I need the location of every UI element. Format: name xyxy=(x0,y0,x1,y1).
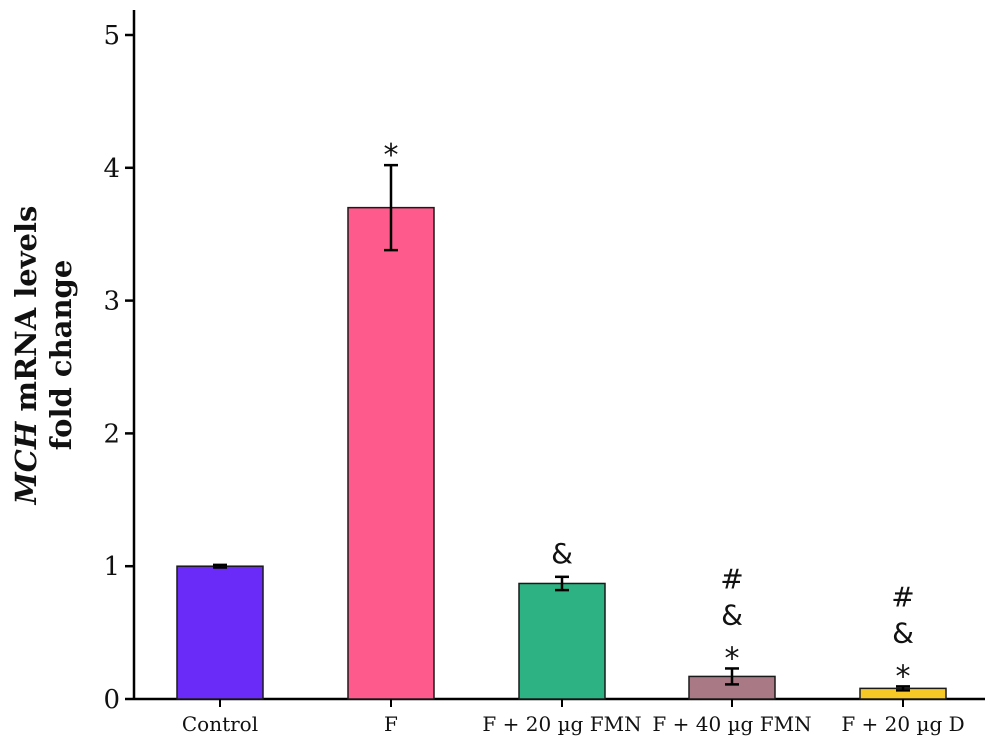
y-tick-label-0: 0 xyxy=(103,685,120,715)
annotation-2-0: & xyxy=(551,537,573,570)
annotation-3-1: & xyxy=(721,598,743,631)
x-tick-label-1: F xyxy=(384,712,398,736)
y-axis-label: MCH mRNA levels fold change xyxy=(9,206,79,505)
x-tick-label-0: Control xyxy=(182,712,258,736)
bar-1 xyxy=(347,206,435,700)
y-tick-label-4: 4 xyxy=(103,154,120,184)
y-tick-label-1: 1 xyxy=(103,552,120,582)
x-tick-label-3: F + 40 µg FMN xyxy=(652,712,811,736)
y-axis-label-line2: fold change xyxy=(44,259,78,451)
annotation-4-1: & xyxy=(892,616,914,649)
annotation-1-0: * xyxy=(384,138,399,173)
bar-2 xyxy=(518,582,606,700)
x-tick-label-4: F + 20 µg D xyxy=(841,712,964,736)
annotation-3-2: * xyxy=(725,641,740,676)
y-axis-label-measure: mRNA levels xyxy=(9,205,43,422)
y-axis-label-container: MCH mRNA levels fold change xyxy=(0,0,90,700)
annotation-4-2: * xyxy=(896,659,911,694)
annotation-3-0: # xyxy=(720,562,743,595)
bar-0 xyxy=(176,565,264,700)
y-tick-label-5: 5 xyxy=(103,21,120,51)
x-tick-label-2: F + 20 µg FMN xyxy=(482,712,641,736)
y-tick-label-3: 3 xyxy=(103,287,120,317)
y-axis-label-gene: MCH xyxy=(9,421,43,505)
y-tick-label-2: 2 xyxy=(103,419,120,449)
annotation-4-0: # xyxy=(891,580,914,613)
